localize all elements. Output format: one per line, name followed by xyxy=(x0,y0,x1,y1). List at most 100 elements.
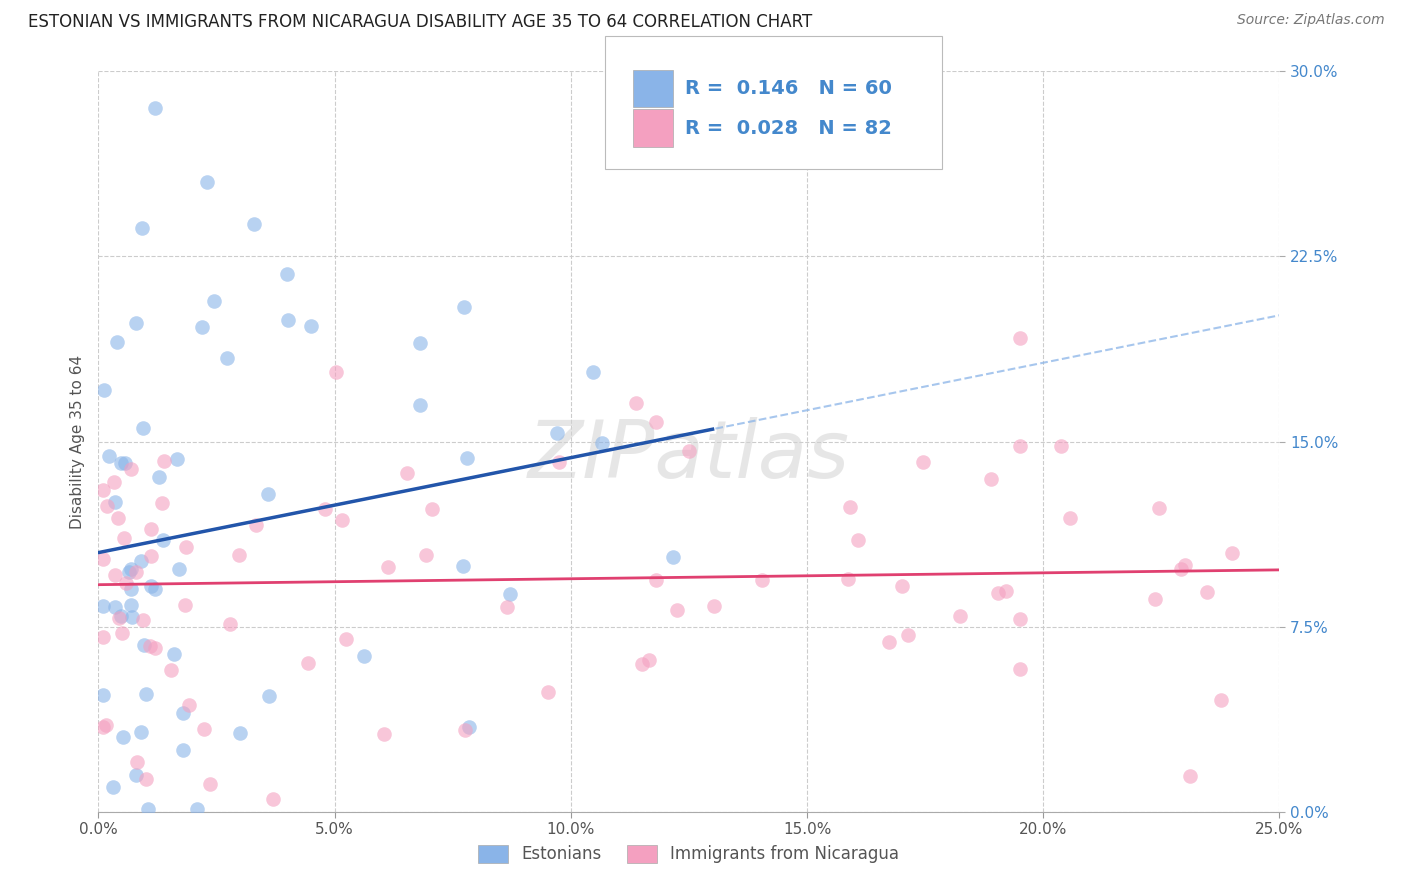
Point xyxy=(174,540,197,554)
Point xyxy=(330,512,353,526)
Point xyxy=(1008,331,1031,345)
Point xyxy=(839,500,862,514)
Point xyxy=(980,472,1002,486)
Point xyxy=(499,586,522,600)
Point xyxy=(129,554,152,568)
Text: R =  0.146   N = 60: R = 0.146 N = 60 xyxy=(685,79,891,98)
Point xyxy=(141,522,163,536)
Point xyxy=(91,630,114,644)
Point xyxy=(120,562,142,576)
Point xyxy=(299,318,322,333)
Point xyxy=(408,335,430,350)
Point xyxy=(890,579,912,593)
Point xyxy=(911,455,934,469)
Point xyxy=(125,316,148,330)
Point xyxy=(107,511,129,525)
Point xyxy=(846,533,869,548)
Point xyxy=(125,767,148,781)
Point xyxy=(297,657,319,671)
Point xyxy=(129,725,152,739)
Point xyxy=(1220,546,1243,560)
Point xyxy=(451,559,474,574)
Point xyxy=(1008,662,1031,676)
Point xyxy=(626,396,648,410)
Point xyxy=(217,351,239,365)
Point xyxy=(229,725,252,739)
Point xyxy=(143,582,166,596)
Point xyxy=(132,421,155,435)
Text: R =  0.028   N = 82: R = 0.028 N = 82 xyxy=(685,119,891,137)
Point xyxy=(644,573,666,587)
Legend: Estonians, Immigrants from Nicaragua: Estonians, Immigrants from Nicaragua xyxy=(472,838,905,870)
Point xyxy=(143,102,166,116)
Point xyxy=(110,456,132,470)
Point xyxy=(666,602,689,616)
Point xyxy=(837,573,859,587)
Point xyxy=(125,755,148,769)
Point xyxy=(314,502,336,516)
Text: ZIPatlas: ZIPatlas xyxy=(527,417,851,495)
Point xyxy=(96,499,118,513)
Point xyxy=(104,495,127,509)
Point xyxy=(135,772,157,786)
Point xyxy=(1059,511,1081,525)
Point xyxy=(987,586,1010,600)
Point xyxy=(353,649,375,664)
Point xyxy=(415,549,437,563)
Point xyxy=(1008,440,1031,454)
Point xyxy=(1050,439,1073,453)
Point xyxy=(949,609,972,624)
Point xyxy=(1008,612,1031,626)
Point xyxy=(91,688,114,702)
Point xyxy=(93,383,115,397)
Point xyxy=(141,549,163,563)
Point xyxy=(1211,693,1233,707)
Point xyxy=(377,559,399,574)
Point xyxy=(1170,562,1192,576)
Point xyxy=(139,640,162,654)
Point xyxy=(153,453,176,467)
Point xyxy=(125,565,148,579)
Point xyxy=(136,802,159,816)
Point xyxy=(118,565,141,579)
Point xyxy=(172,743,194,757)
Point xyxy=(96,717,118,731)
Point xyxy=(91,552,114,566)
Point xyxy=(139,579,162,593)
Point xyxy=(678,443,700,458)
Point xyxy=(101,780,124,794)
Point xyxy=(152,533,174,548)
Point xyxy=(150,496,173,510)
Point xyxy=(325,365,347,379)
Point xyxy=(1144,592,1167,607)
Point xyxy=(91,483,114,497)
Point xyxy=(202,293,225,308)
Point xyxy=(114,457,136,471)
Point xyxy=(135,687,157,701)
Point xyxy=(257,486,280,500)
Point xyxy=(177,698,200,712)
Point xyxy=(335,632,357,647)
Point xyxy=(257,689,280,703)
Point xyxy=(103,475,125,490)
Point xyxy=(1197,585,1219,599)
Point xyxy=(134,639,156,653)
Point xyxy=(457,720,479,734)
Point xyxy=(91,720,114,734)
Point xyxy=(104,568,127,582)
Point xyxy=(454,723,477,737)
Point xyxy=(219,616,242,631)
Point xyxy=(420,502,443,516)
Y-axis label: Disability Age 35 to 64: Disability Age 35 to 64 xyxy=(70,354,86,529)
Point xyxy=(703,599,725,613)
Point xyxy=(120,462,142,476)
Point xyxy=(1174,558,1197,572)
Point xyxy=(751,573,773,587)
Text: ESTONIAN VS IMMIGRANTS FROM NICARAGUA DISABILITY AGE 35 TO 64 CORRELATION CHART: ESTONIAN VS IMMIGRANTS FROM NICARAGUA DI… xyxy=(28,13,813,31)
Point xyxy=(637,653,659,667)
Point xyxy=(373,727,395,741)
Point xyxy=(877,635,900,649)
Point xyxy=(110,609,132,624)
Point xyxy=(111,626,134,640)
Point xyxy=(662,550,685,565)
